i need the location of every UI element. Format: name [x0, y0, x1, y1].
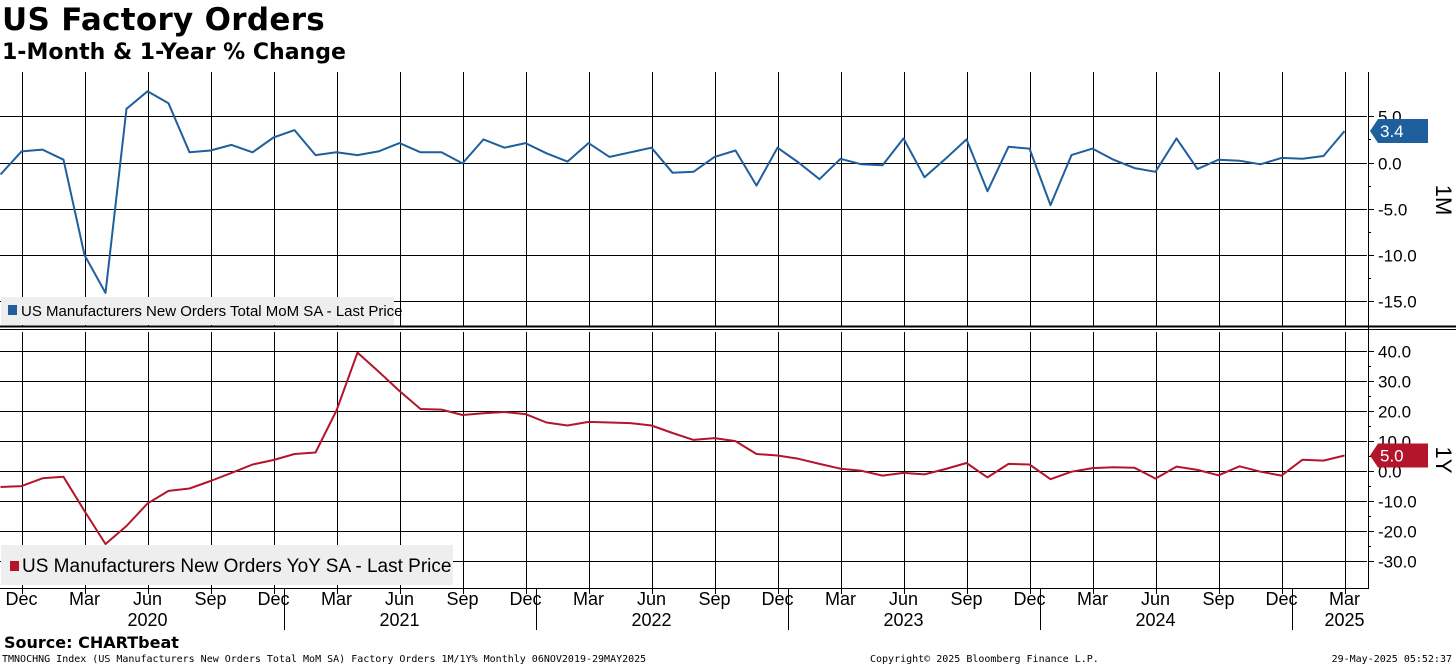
x-tick-label: Jun [1141, 589, 1170, 609]
x-year-label: 2023 [883, 610, 923, 630]
y-tick-label: 30.0 [1378, 373, 1411, 392]
x-tick-label: Dec [1013, 589, 1045, 609]
x-tick-label: Mar [1077, 589, 1108, 609]
x-tick-label: Jun [889, 589, 918, 609]
legend-label: US Manufacturers New Orders YoY SA - Las… [22, 556, 451, 577]
y-tick-label: -10.0 [1378, 493, 1417, 512]
chart-title: US Factory Orders [2, 2, 326, 38]
panel-label: 1M [1431, 185, 1456, 216]
y-tick-label: -30.0 [1378, 553, 1417, 572]
last-value-tag-box [1370, 119, 1428, 144]
x-tick-label: Sep [950, 589, 982, 609]
legend-background [1, 297, 394, 325]
x-year-label: 2025 [1324, 610, 1364, 630]
legend-swatch [10, 561, 19, 571]
panel-label: 1Y [1431, 447, 1456, 474]
x-tick-label: Jun [637, 589, 666, 609]
x-tick-label: Dec [761, 589, 793, 609]
last-value-tag-box [1370, 443, 1428, 468]
x-tick-label: Dec [5, 589, 37, 609]
y-tick-label: 40.0 [1378, 343, 1411, 362]
y-tick-label: 20.0 [1378, 403, 1411, 422]
x-tick-label: Sep [194, 589, 226, 609]
copyright-note: Copyright© 2025 Bloomberg Finance L.P. [870, 654, 1099, 665]
x-tick-label: Sep [1202, 589, 1234, 609]
legend-background [1, 545, 453, 585]
source-note: Source: CHARTbeat [4, 633, 179, 652]
y-tick-label: -20.0 [1378, 523, 1417, 542]
y-tick-label: -15.0 [1378, 293, 1417, 312]
last-value-label: 3.4 [1380, 122, 1404, 141]
x-tick-label: Sep [446, 589, 478, 609]
legend-swatch [8, 305, 17, 315]
x-year-label: 2024 [1135, 610, 1175, 630]
last-value-tag: 3.4 [1370, 119, 1428, 144]
y-tick-label: 0.0 [1378, 155, 1402, 174]
x-tick-label: Mar [69, 589, 100, 609]
x-tick-label: Mar [573, 589, 604, 609]
x-year-label: 2020 [127, 610, 167, 630]
x-tick-label: Mar [1329, 589, 1360, 609]
x-tick-label: Jun [385, 589, 414, 609]
y-tick-label: -10.0 [1378, 247, 1417, 266]
index-description: TMNOCHNG Index (US Manufacturers New Ord… [2, 654, 647, 665]
x-tick-label: Dec [1265, 589, 1297, 609]
last-value-label: 5.0 [1380, 447, 1404, 466]
last-value-tag: 5.0 [1370, 443, 1428, 468]
series-line [0, 90, 1346, 294]
x-tick-label: Mar [825, 589, 856, 609]
x-tick-label: Jun [133, 589, 162, 609]
legend-label: US Manufacturers New Orders Total MoM SA… [21, 303, 403, 320]
x-tick-label: Dec [509, 589, 541, 609]
x-tick-label: Sep [698, 589, 730, 609]
chart-subtitle: 1-Month & 1-Year % Change [2, 40, 346, 65]
x-tick-label: Dec [257, 589, 289, 609]
x-year-label: 2022 [631, 610, 671, 630]
x-year-label: 2021 [379, 610, 419, 630]
y-tick-label: -5.0 [1378, 201, 1407, 220]
x-tick-label: Mar [321, 589, 352, 609]
legend: US Manufacturers New Orders YoY SA - Las… [1, 545, 453, 585]
legend: US Manufacturers New Orders Total MoM SA… [1, 297, 403, 325]
series-line [0, 351, 1345, 545]
timestamp: 29-May-2025 05:52:37 [1331, 654, 1452, 665]
